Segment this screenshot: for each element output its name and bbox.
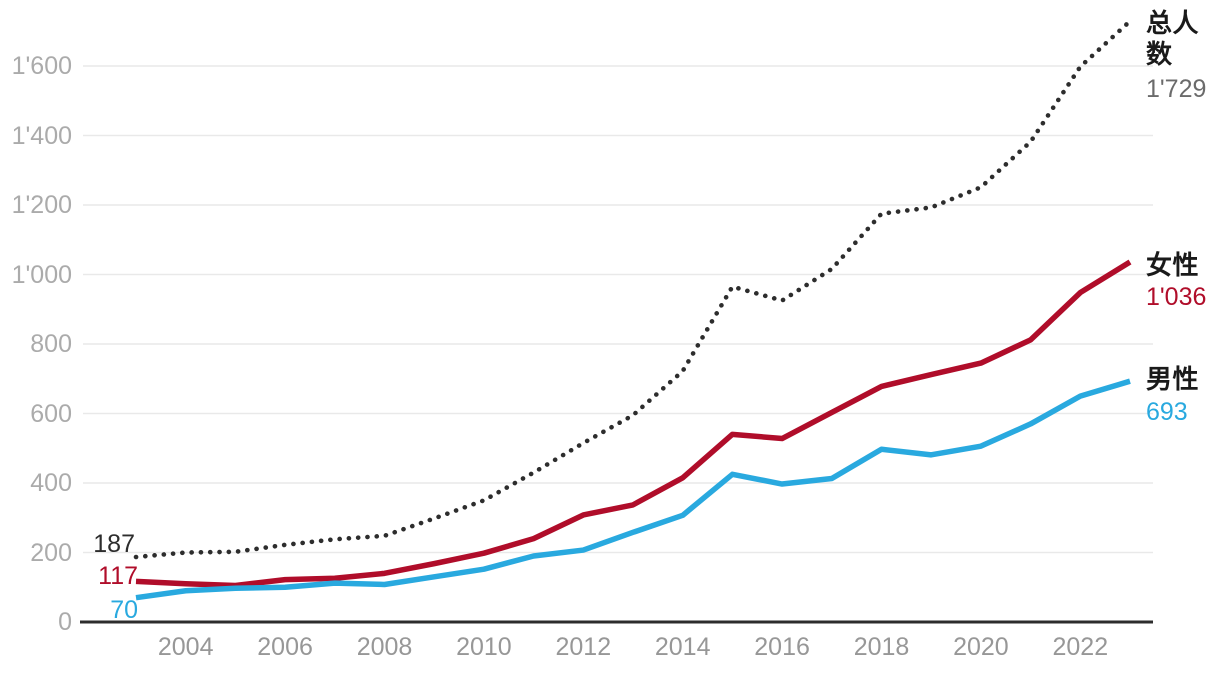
legend-label-male: 男性 [1146, 364, 1200, 394]
x-tick-label: 2016 [754, 633, 810, 661]
start-value-label-male: 70 [110, 596, 138, 624]
legend-label-total: 总人数 [1146, 8, 1200, 69]
y-tick-label: 1'400 [11, 121, 72, 150]
x-tick-label: 2022 [1052, 633, 1109, 661]
series-line-female [135, 259, 1132, 589]
x-tick-label: 2004 [157, 633, 214, 661]
start-value-label-total: 187 [93, 530, 135, 558]
y-tick-label: 800 [30, 330, 72, 358]
y-tick-label: 600 [30, 399, 72, 428]
x-tick-label: 2006 [257, 633, 313, 661]
series-line-male [135, 378, 1131, 601]
x-tick-label: 2018 [853, 633, 910, 661]
y-tick-label: 400 [30, 469, 72, 497]
y-tick-label: 200 [30, 538, 72, 567]
y-tick-label: 1'200 [11, 191, 72, 219]
x-tick-label: 2010 [456, 633, 512, 661]
legend-value-female: 1'036 [1146, 283, 1207, 311]
x-tick-label: 2008 [356, 633, 413, 661]
x-tick-label: 2020 [953, 633, 1009, 661]
series-line-total [133, 18, 1133, 560]
legend-label-female: 女性 [1146, 250, 1200, 280]
start-value-label-female: 117 [98, 562, 138, 590]
legend-value-total: 1'729 [1146, 75, 1207, 103]
x-tick-label: 2014 [654, 633, 711, 661]
legend-value-male: 693 [1146, 398, 1188, 426]
y-tick-label: 0 [58, 608, 72, 636]
x-tick-label: 2012 [555, 633, 612, 661]
y-tick-label: 1'600 [11, 52, 72, 80]
y-tick-label: 1'000 [11, 260, 72, 289]
